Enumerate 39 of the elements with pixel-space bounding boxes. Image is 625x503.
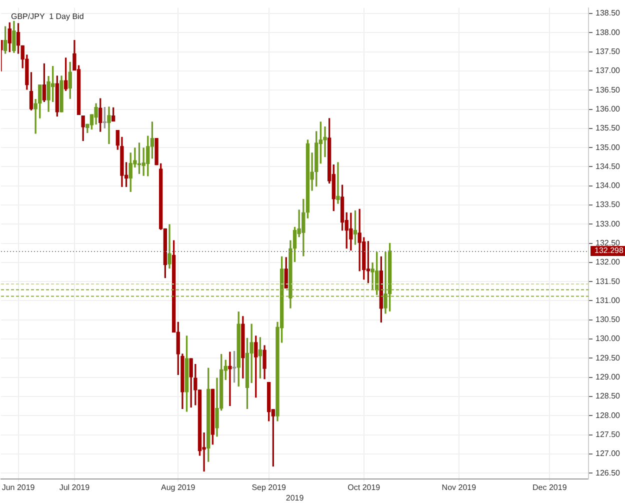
y-tick-label: 136.00 xyxy=(596,104,621,114)
y-tick-label: 126.50 xyxy=(596,468,621,478)
x-tick-label: Nov 2019 xyxy=(442,482,477,492)
x-tick-label: Aug 2019 xyxy=(160,482,196,492)
x-tick-label: Oct 2019 xyxy=(348,482,381,492)
y-tick-label: 129.50 xyxy=(596,353,621,362)
y-tick-label: 138.50 xyxy=(596,8,621,18)
y-tick-label: 130.50 xyxy=(596,315,621,324)
ref-line-label: 132.298 xyxy=(594,246,624,256)
y-tick-label: 129.00 xyxy=(596,372,621,382)
y-tick-label: 134.00 xyxy=(596,181,621,190)
y-tick-label: 135.50 xyxy=(596,124,621,133)
candlestick xyxy=(228,352,232,406)
y-tick-label: 127.00 xyxy=(596,449,621,458)
y-tick-label: 134.50 xyxy=(596,162,621,171)
y-tick-label: 132.50 xyxy=(596,238,621,248)
y-tick-label: 135.00 xyxy=(596,142,621,152)
y-tick-label: 128.00 xyxy=(596,410,621,420)
y-tick-label: 133.00 xyxy=(596,219,621,228)
y-tick-label: 138.00 xyxy=(596,28,621,37)
y-tick-label: 131.50 xyxy=(596,276,621,286)
y-tick-label: 137.50 xyxy=(596,47,621,56)
x-axis-title: 2019 xyxy=(286,493,304,502)
y-tick-label: 128.50 xyxy=(596,392,621,401)
x-tick-label: Dec 2019 xyxy=(532,482,568,492)
x-tick-label: Jul 2019 xyxy=(59,482,90,492)
candlestick xyxy=(107,106,111,144)
y-tick-label: 136.50 xyxy=(596,85,621,94)
x-tick-label: Sep 2019 xyxy=(252,482,287,492)
y-tick-label: 132.00 xyxy=(596,258,621,267)
text: GBP/JPY 1 Day Bid xyxy=(11,12,84,22)
candlestick xyxy=(336,162,340,204)
y-tick-label: 137.00 xyxy=(596,66,621,76)
y-tick-label: 130.00 xyxy=(596,334,621,344)
y-tick-label: 133.50 xyxy=(596,200,621,210)
y-tick-label: 131.00 xyxy=(596,296,621,305)
y-tick-label: 127.50 xyxy=(596,430,621,439)
candlestick xyxy=(168,224,172,269)
x-tick-label: Jun 2019 xyxy=(2,482,36,492)
